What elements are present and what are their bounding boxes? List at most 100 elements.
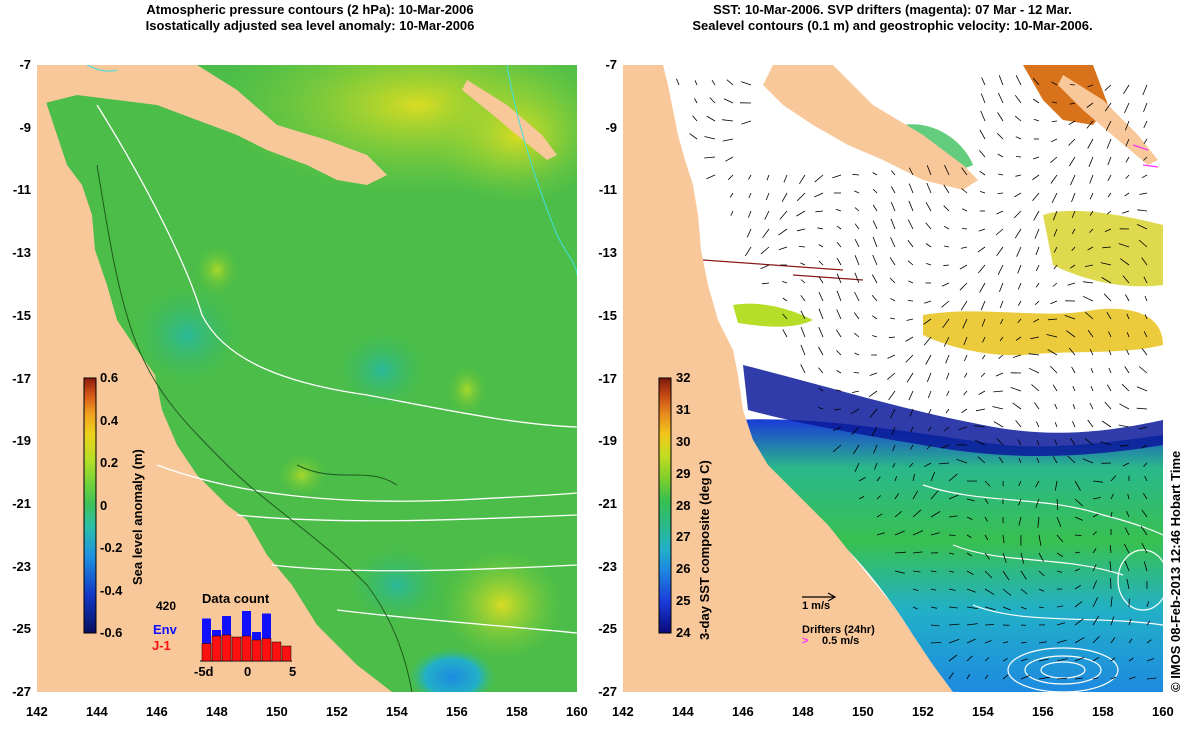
velocity-arrow xyxy=(836,350,842,356)
velocity-arrow xyxy=(1138,366,1148,374)
sea-level-map-svg xyxy=(37,65,577,692)
scale-arrow-label: 1 m/s xyxy=(802,600,831,612)
velocity-arrow xyxy=(999,336,1004,342)
velocity-arrow xyxy=(1056,516,1062,528)
velocity-arrow xyxy=(1124,192,1130,197)
velocity-arrow xyxy=(852,173,860,176)
velocity-arrow xyxy=(1054,422,1058,428)
left-y-tick: -19 xyxy=(12,433,31,449)
velocity-arrow xyxy=(890,186,896,194)
velocity-arrow xyxy=(1056,622,1066,626)
velocity-arrow xyxy=(1037,516,1040,528)
velocity-arrow xyxy=(1074,551,1081,554)
velocity-arrow xyxy=(1142,84,1148,96)
velocity-arrow xyxy=(926,182,932,194)
velocity-arrow xyxy=(1086,102,1094,108)
velocity-arrow xyxy=(1124,560,1130,572)
velocity-arrow xyxy=(818,260,824,266)
velocity-arrow xyxy=(1074,618,1084,626)
left-x-tick: 154 xyxy=(386,704,408,719)
histogram-j1-bar xyxy=(231,636,242,662)
velocity-arrow xyxy=(1108,367,1112,374)
velocity-arrow xyxy=(1138,239,1148,248)
left-map-title: Atmospheric pressure contours (2 hPa): 1… xyxy=(40,2,580,34)
velocity-arrow xyxy=(1050,138,1058,143)
velocity-arrow xyxy=(1087,329,1094,338)
velocity-arrow xyxy=(1121,210,1130,214)
velocity-arrow xyxy=(1016,246,1022,257)
new-guinea-land xyxy=(37,65,387,185)
left-y-tick: -25 xyxy=(12,621,31,637)
velocity-arrow xyxy=(1012,354,1022,358)
velocity-arrow xyxy=(1020,552,1025,564)
velocity-arrow xyxy=(945,354,950,364)
anomaly-high-northeast xyxy=(427,65,577,205)
velocity-arrow xyxy=(912,490,918,500)
velocity-arrow xyxy=(1012,402,1022,410)
velocity-arrow xyxy=(905,336,914,342)
velocity-arrow xyxy=(1110,637,1116,644)
velocity-arrow xyxy=(908,183,914,194)
velocity-arrow xyxy=(851,390,860,393)
histogram-x-label-end: 5 xyxy=(289,664,297,679)
velocity-arrow xyxy=(948,654,958,662)
velocity-arrow xyxy=(958,426,968,430)
velocity-arrow xyxy=(1035,264,1040,272)
velocity-arrow xyxy=(1068,138,1076,146)
island-land xyxy=(1058,75,1158,165)
velocity-arrow xyxy=(1018,516,1022,526)
velocity-arrow xyxy=(943,225,950,230)
velocity-arrow xyxy=(1038,606,1044,609)
velocity-arrow xyxy=(894,570,905,574)
velocity-arrow xyxy=(890,201,896,212)
velocity-arrow xyxy=(966,673,971,680)
velocity-arrow xyxy=(998,75,1004,86)
velocity-arrow xyxy=(984,534,989,541)
velocity-arrow xyxy=(1100,262,1112,266)
velocity-arrow xyxy=(1100,441,1112,446)
velocity-arrow xyxy=(1052,456,1058,464)
velocity-arrow xyxy=(948,623,960,626)
colorbar-tick: 0.4 xyxy=(100,412,119,428)
right-x-tick: 150 xyxy=(852,704,874,719)
velocity-arrow xyxy=(1028,367,1040,374)
velocity-arrow xyxy=(1053,264,1058,270)
velocity-arrow xyxy=(872,335,878,338)
velocity-arrow xyxy=(1119,403,1130,410)
velocity-arrow xyxy=(1050,156,1058,164)
velocity-arrow xyxy=(1051,120,1058,122)
sea-level-anomaly-map[interactable] xyxy=(37,65,577,692)
right-x-tick: 154 xyxy=(972,704,994,719)
drifter-tracks xyxy=(1132,144,1159,168)
velocity-arrow xyxy=(1104,102,1112,112)
velocity-arrow xyxy=(948,672,954,680)
histogram-j1-bar xyxy=(251,639,262,662)
velocity-arrow xyxy=(948,588,956,591)
velocity-arrow xyxy=(1071,228,1076,235)
velocity-arrow xyxy=(1070,174,1076,186)
velocity-arrow xyxy=(1110,578,1112,590)
velocity-arrow xyxy=(1089,174,1094,184)
velocity-arrow xyxy=(818,346,824,356)
velocity-arrow xyxy=(1146,639,1152,644)
velocity-arrow xyxy=(1035,480,1040,488)
velocity-arrow xyxy=(1018,480,1022,486)
velocity-arrow xyxy=(832,426,842,431)
velocity-arrow xyxy=(1092,497,1101,500)
velocity-arrow xyxy=(993,421,1004,428)
velocity-arrow xyxy=(997,112,1004,122)
left-y-tick: -7 xyxy=(19,57,31,72)
velocity-arrow xyxy=(876,495,881,500)
velocity-arrow xyxy=(907,260,914,266)
velocity-arrow xyxy=(729,192,734,198)
velocity-arrow xyxy=(728,174,734,180)
velocity-arrow xyxy=(959,282,968,291)
velocity-arrow xyxy=(1015,420,1022,428)
velocity-arrow xyxy=(1118,243,1130,248)
imos-credit: © IMOS 08-Feb-2013 12:46 Hobart Time xyxy=(1168,450,1183,692)
sst-map[interactable] xyxy=(623,65,1163,692)
left-y-tick: -9 xyxy=(19,119,31,135)
pressure-contours xyxy=(96,104,577,634)
right-y-tick: -27 xyxy=(598,684,617,699)
velocity-arrow xyxy=(1002,552,1007,563)
